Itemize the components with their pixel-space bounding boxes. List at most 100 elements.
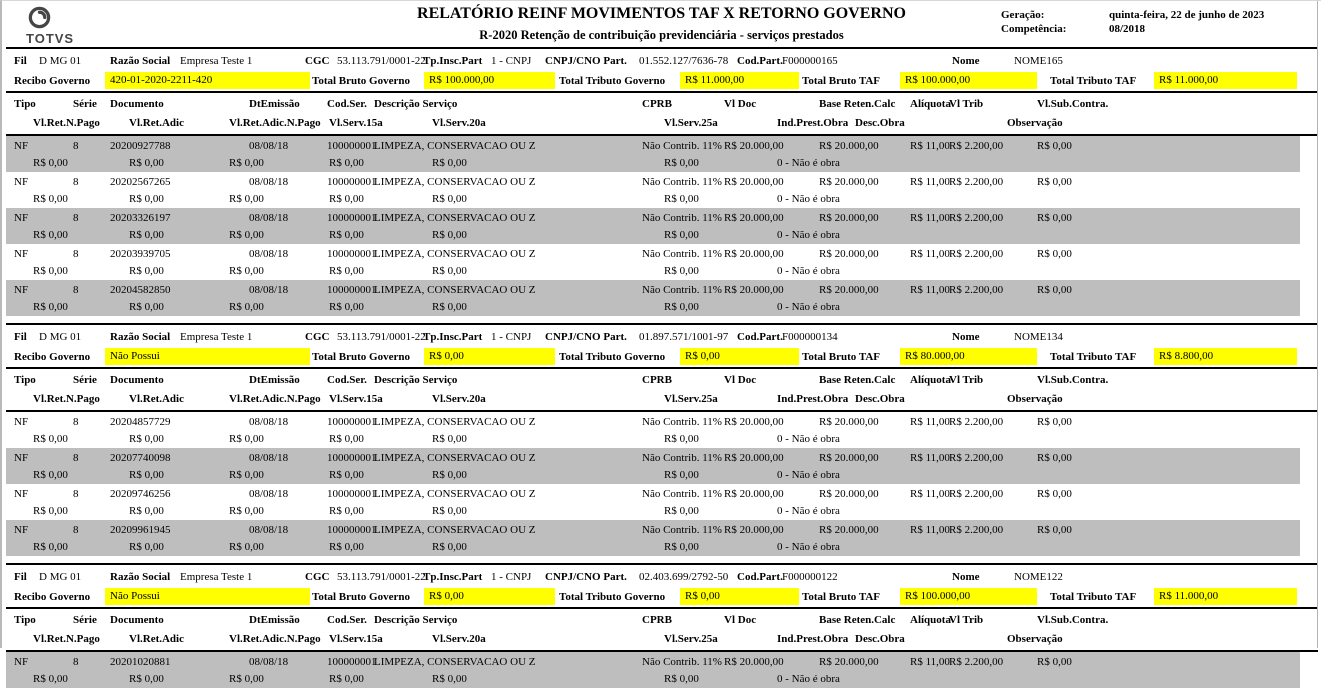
total-bruto-taf-value: R$ 100.000,00 [900, 588, 1037, 605]
cell-aliquota: R$ 11,00 [910, 139, 950, 152]
cell-vl-serv-20a: R$ 0,00 [432, 192, 467, 205]
cell-aliquota: R$ 11,00 [910, 451, 950, 464]
cgc-label: CGC [305, 571, 330, 583]
nome-label: Nome [952, 55, 980, 67]
cell-vl-ret-adic: R$ 0,00 [129, 228, 164, 241]
section-divider-rule [6, 323, 1318, 325]
fil-label: Fil [14, 571, 27, 583]
cell-vl-trib: R$ 2.200,00 [949, 523, 1004, 536]
cell-dt-emissao: 08/08/18 [249, 175, 289, 188]
table-row-line1: NF 8 20204582850 08/08/18 100000001 LIMPEZA, … [2, 281, 1321, 298]
cell-documento: 20203326197 [110, 211, 171, 224]
cell-base-reten-calc: R$ 20.000,00 [819, 211, 879, 224]
totvs-logo-icon [26, 6, 53, 33]
cell-base-reten-calc: R$ 20.000,00 [819, 247, 879, 260]
cell-tipo: NF [14, 655, 29, 668]
cell-vl-serv-15a: R$ 0,00 [329, 300, 364, 313]
cell-serie: 8 [73, 655, 79, 668]
column-header: Vl.Sub.Contra. [1037, 614, 1109, 626]
cell-serie: 8 [73, 247, 79, 260]
cell-vl-ret-adic-n-pago: R$ 0,00 [229, 432, 264, 445]
cell-cprb: Não Contrib. 11% [642, 283, 722, 296]
cell-descricao: LIMPEZA, CONSERVACAO OU Z [374, 211, 536, 224]
cell-ind-prest-obra: 0 - Não é obra [777, 540, 840, 553]
report-title: RELATÓRIO REINF MOVIMENTOS TAF X RETORNO… [417, 5, 906, 22]
razao-social-value: Empresa Teste 1 [180, 571, 253, 583]
table-row-line1: NF 8 20202567265 08/08/18 100000001 LIMPEZA, … [2, 173, 1321, 190]
cell-vl-trib: R$ 2.200,00 [949, 139, 1004, 152]
column-header: Tipo [14, 374, 36, 386]
cell-vl-serv-15a: R$ 0,00 [329, 156, 364, 169]
table-row-line2: R$ 0,00 R$ 0,00 R$ 0,00 R$ 0,00 R$ 0,00 R$ 0,… [2, 430, 1321, 447]
cell-vl-serv-25a: R$ 0,00 [664, 228, 699, 241]
cell-vl-sub-contra: R$ 0,00 [1037, 487, 1072, 500]
column-header: Alíquota [910, 614, 951, 626]
cod-part-label: Cod.Part. [737, 331, 783, 343]
cell-vl-ret-adic-n-pago: R$ 0,00 [229, 672, 264, 685]
title-block: RELATÓRIO REINF MOVIMENTOS TAF X RETORNO… [2, 5, 1321, 43]
total-tributo-governo-label: Total Tributo Governo [559, 74, 666, 87]
cgc-label: CGC [305, 55, 330, 67]
total-tributo-governo-value: R$ 0,00 [680, 588, 799, 605]
cell-vl-trib: R$ 2.200,00 [949, 283, 1004, 296]
cell-vl-serv-15a: R$ 0,00 [329, 540, 364, 553]
cell-vl-serv-25a: R$ 0,00 [664, 156, 699, 169]
cell-vl-ret-adic: R$ 0,00 [129, 156, 164, 169]
table-header: Tipo Série Documento DtEmissão Cod.Ser. Descr… [2, 369, 1321, 410]
total-bruto-taf-value: R$ 100.000,00 [900, 72, 1037, 89]
column-header: Vl.Ret.Adic.N.Pago [229, 116, 321, 129]
cell-vl-ret-adic-n-pago: R$ 0,00 [229, 540, 264, 553]
total-tributo-taf-label: Total Tributo TAF [1050, 74, 1137, 87]
cod-part-value: F000000165 [782, 55, 838, 67]
column-header: Documento [110, 614, 164, 626]
column-header: Documento [110, 374, 164, 386]
cod-part-label: Cod.Part. [737, 55, 783, 67]
cell-aliquota: R$ 11,00 [910, 247, 950, 260]
cell-cprb: Não Contrib. 11% [642, 415, 722, 428]
cell-vl-serv-20a: R$ 0,00 [432, 228, 467, 241]
cell-serie: 8 [73, 175, 79, 188]
cell-vl-ret-adic-n-pago: R$ 0,00 [229, 156, 264, 169]
total-bruto-taf-label: Total Bruto TAF [802, 350, 881, 363]
report-header: TOTVS RELATÓRIO REINF MOVIMENTOS TAF X R… [2, 1, 1321, 47]
cell-base-reten-calc: R$ 20.000,00 [819, 175, 879, 188]
totvs-logo: TOTVS [26, 5, 146, 46]
cell-documento: 20204857729 [110, 415, 171, 428]
column-header: CPRB [642, 374, 672, 386]
cell-aliquota: R$ 11,00 [910, 523, 950, 536]
column-header: CPRB [642, 98, 672, 110]
cell-vl-sub-contra: R$ 0,00 [1037, 139, 1072, 152]
column-header: Vl.Serv.20a [432, 116, 486, 129]
cell-vl-ret-adic-n-pago: R$ 0,00 [229, 264, 264, 277]
table-header-line2: Vl.Ret.N.Pago Vl.Ret.Adic Vl.Ret.Adic.N.Pa… [2, 113, 1321, 132]
cell-vl-serv-20a: R$ 0,00 [432, 264, 467, 277]
cell-descricao: LIMPEZA, CONSERVACAO OU Z [374, 415, 536, 428]
cell-vl-serv-15a: R$ 0,00 [329, 264, 364, 277]
competence-label: Competência: [1001, 23, 1067, 35]
fil-value: D MG 01 [39, 571, 82, 583]
cod-part-value: F000000134 [782, 331, 838, 343]
cell-aliquota: R$ 11,00 [910, 655, 950, 668]
column-header: Vl Trib [949, 374, 984, 386]
cell-cod-ser: 100000001 [327, 211, 377, 224]
total-bruto-governo-label: Total Bruto Governo [312, 590, 410, 603]
razao-social-value: Empresa Teste 1 [180, 55, 253, 67]
cell-documento: 20209746256 [110, 487, 171, 500]
cell-dt-emissao: 08/08/18 [249, 655, 289, 668]
cell-cprb: Não Contrib. 11% [642, 175, 722, 188]
table-row-line1: NF 8 20209746256 08/08/18 100000001 LIMPEZA, … [2, 485, 1321, 502]
cell-vl-doc: R$ 20.000,00 [724, 487, 784, 500]
column-header: Vl.Ret.N.Pago [33, 632, 100, 645]
nome-label: Nome [952, 331, 980, 343]
cell-vl-serv-20a: R$ 0,00 [432, 432, 467, 445]
cell-vl-ret-n-pago: R$ 0,00 [33, 468, 68, 481]
cell-cod-ser: 100000001 [327, 523, 377, 536]
participant-section: Fil D MG 01 Razão Social Empresa Teste 1 CGC… [2, 568, 1321, 688]
column-header: Alíquota [910, 98, 951, 110]
cell-tipo: NF [14, 247, 29, 260]
recibo-line: Recibo Governo Não Possui Total Bruto Gove… [2, 346, 1321, 367]
cell-documento: 20202567265 [110, 175, 171, 188]
column-header: DtEmissão [249, 98, 300, 110]
fil-value: D MG 01 [39, 331, 82, 343]
cell-descricao: LIMPEZA, CONSERVACAO OU Z [374, 247, 536, 260]
